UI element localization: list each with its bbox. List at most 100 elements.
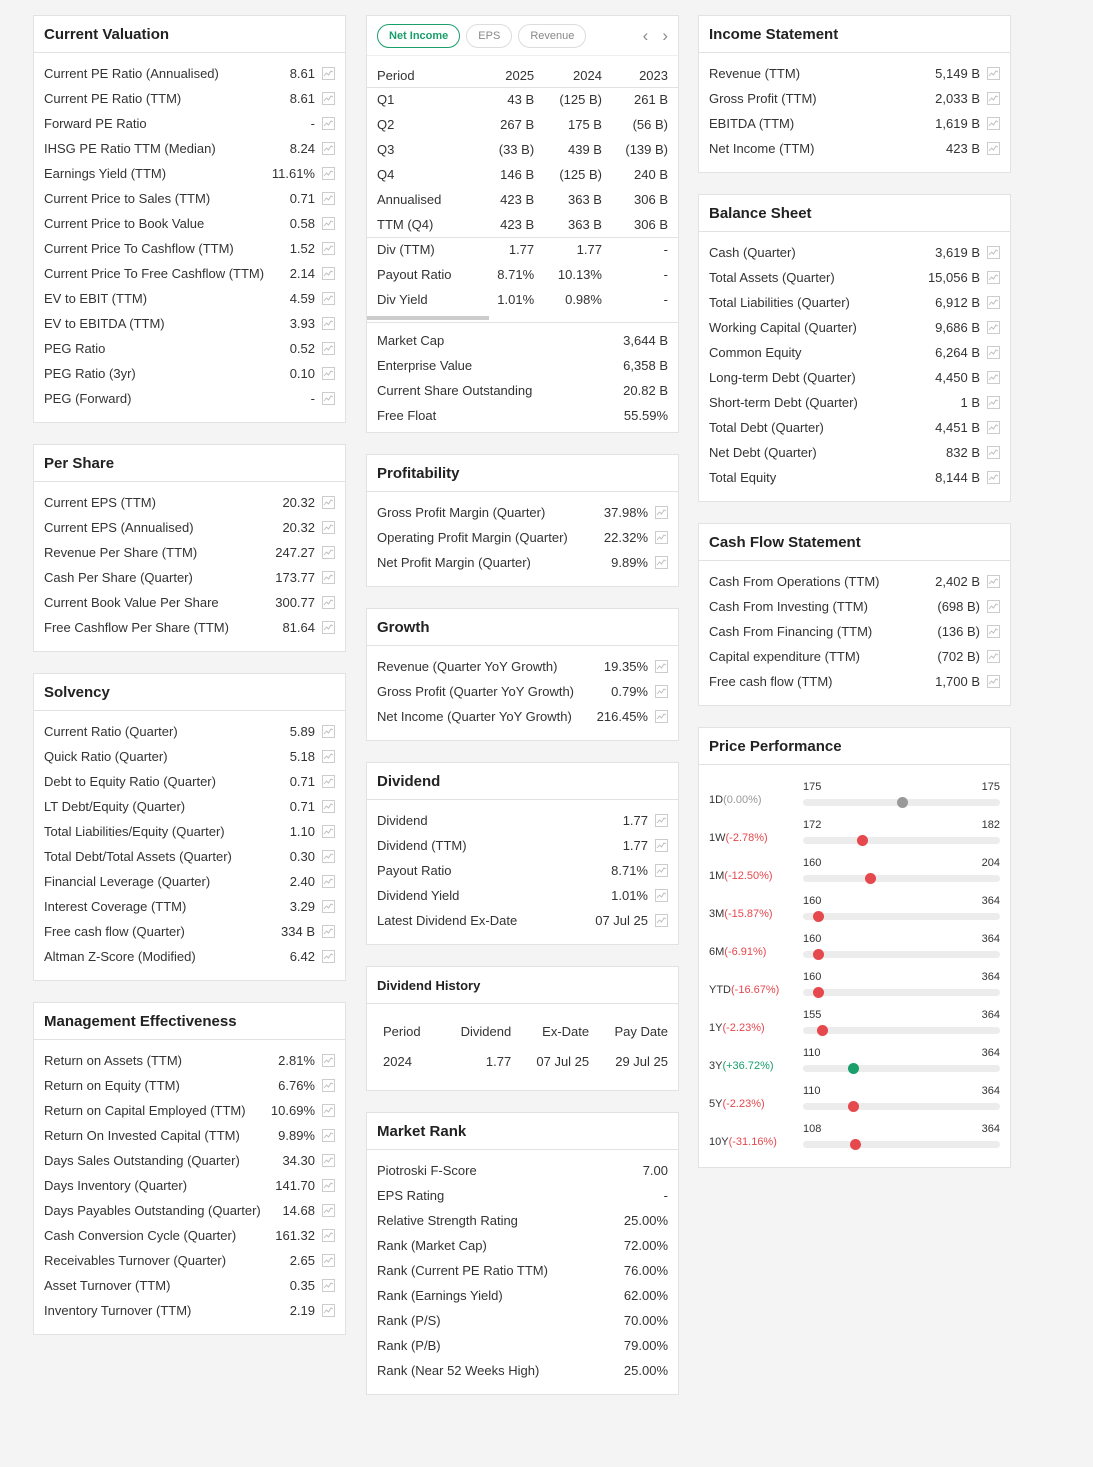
chart-icon[interactable] bbox=[987, 625, 1000, 638]
range-low: 108 bbox=[803, 1123, 822, 1135]
chart-icon[interactable] bbox=[322, 342, 335, 355]
range-track bbox=[803, 1139, 1000, 1150]
chart-icon[interactable] bbox=[322, 117, 335, 130]
metric-label: Net Income (Quarter YoY Growth) bbox=[377, 709, 572, 724]
chart-icon[interactable] bbox=[322, 875, 335, 888]
chart-icon[interactable] bbox=[322, 750, 335, 763]
chart-icon[interactable] bbox=[987, 67, 1000, 80]
chart-icon[interactable] bbox=[322, 292, 335, 305]
chart-icon[interactable] bbox=[987, 575, 1000, 588]
chart-icon[interactable] bbox=[987, 600, 1000, 613]
card-body: Cash From Operations (TTM) 2,402 B Cash Fr… bbox=[699, 561, 1010, 705]
metric-row-total-liabilities-quarter: Total Liabilities (Quarter) 6,912 B bbox=[709, 290, 1000, 315]
tab-eps[interactable]: EPS bbox=[466, 23, 513, 48]
chart-icon[interactable] bbox=[322, 367, 335, 380]
metric-label: Free Cashflow Per Share (TTM) bbox=[44, 620, 229, 635]
chart-icon[interactable] bbox=[987, 371, 1000, 384]
price-range-6m: 6M(-6.91%) 160 364 bbox=[699, 925, 1010, 963]
chart-icon[interactable] bbox=[987, 92, 1000, 105]
chart-icon[interactable] bbox=[322, 800, 335, 813]
card-body: Gross Profit Margin (Quarter) 37.98% Opera… bbox=[367, 492, 678, 586]
chart-icon[interactable] bbox=[655, 710, 668, 723]
chart-icon[interactable] bbox=[322, 850, 335, 863]
range-bar: 110 364 bbox=[803, 1077, 1000, 1115]
chart-icon[interactable] bbox=[322, 1304, 335, 1317]
metric-value: 6,912 B bbox=[935, 295, 980, 310]
chart-icon[interactable] bbox=[322, 1279, 335, 1292]
chart-icon[interactable] bbox=[987, 421, 1000, 434]
chart-icon[interactable] bbox=[322, 1179, 335, 1192]
chart-icon[interactable] bbox=[322, 1054, 335, 1067]
metric-value: 6.42 bbox=[289, 949, 315, 964]
metric-row-dividend-ttm: Dividend (TTM) 1.77 bbox=[377, 833, 668, 858]
tab-revenue[interactable]: Revenue bbox=[518, 23, 587, 48]
chart-icon[interactable] bbox=[987, 117, 1000, 130]
metric-value: 79.00% bbox=[623, 1338, 668, 1353]
metric-tabs: Net Income EPS Revenue ‹ › bbox=[367, 16, 678, 56]
chart-icon[interactable] bbox=[655, 685, 668, 698]
chart-icon[interactable] bbox=[322, 925, 335, 938]
metric-value: 0.52 bbox=[289, 341, 315, 356]
chart-icon[interactable] bbox=[322, 142, 335, 155]
chart-icon[interactable] bbox=[655, 531, 668, 544]
chart-icon[interactable] bbox=[987, 446, 1000, 459]
chart-icon[interactable] bbox=[655, 660, 668, 673]
chart-icon[interactable] bbox=[322, 571, 335, 584]
horizontal-scrollbar[interactable] bbox=[367, 316, 489, 320]
tab-net-income[interactable]: Net Income bbox=[377, 23, 461, 48]
chart-icon[interactable] bbox=[655, 914, 668, 927]
column-header: Ex-Date bbox=[542, 1023, 590, 1039]
chart-icon[interactable] bbox=[322, 1204, 335, 1217]
column-header: Pay Date bbox=[614, 1023, 668, 1039]
chart-icon[interactable] bbox=[322, 217, 335, 230]
chart-icon[interactable] bbox=[322, 825, 335, 838]
chart-icon[interactable] bbox=[655, 889, 668, 902]
chart-icon[interactable] bbox=[322, 521, 335, 534]
chart-icon[interactable] bbox=[322, 317, 335, 330]
chart-icon[interactable] bbox=[987, 246, 1000, 259]
chart-icon[interactable] bbox=[322, 1079, 335, 1092]
chart-icon[interactable] bbox=[322, 900, 335, 913]
chart-icon[interactable] bbox=[322, 242, 335, 255]
chart-icon[interactable] bbox=[322, 167, 335, 180]
chart-icon[interactable] bbox=[987, 321, 1000, 334]
chart-icon[interactable] bbox=[322, 950, 335, 963]
chart-icon[interactable] bbox=[322, 392, 335, 405]
chart-icon[interactable] bbox=[987, 296, 1000, 309]
chart-icon[interactable] bbox=[655, 814, 668, 827]
chart-icon[interactable] bbox=[987, 346, 1000, 359]
chart-icon[interactable] bbox=[655, 556, 668, 569]
chart-icon[interactable] bbox=[987, 271, 1000, 284]
chart-icon[interactable] bbox=[987, 675, 1000, 688]
chevron-left-icon[interactable]: ‹ bbox=[642, 25, 649, 45]
chart-icon[interactable] bbox=[322, 92, 335, 105]
table-cell: 1.01% bbox=[497, 292, 535, 307]
chart-icon[interactable] bbox=[322, 596, 335, 609]
table-cell: Payout Ratio bbox=[377, 267, 452, 282]
chart-icon[interactable] bbox=[322, 546, 335, 559]
chevron-right-icon[interactable]: › bbox=[662, 25, 668, 45]
table-cell: 0.98% bbox=[565, 292, 602, 307]
chart-icon[interactable] bbox=[322, 621, 335, 634]
chart-icon[interactable] bbox=[655, 839, 668, 852]
chart-icon[interactable] bbox=[987, 142, 1000, 155]
chart-icon[interactable] bbox=[322, 1104, 335, 1117]
chart-icon[interactable] bbox=[322, 1229, 335, 1242]
chart-icon[interactable] bbox=[322, 725, 335, 738]
period-label: 5Y(-2.23%) bbox=[709, 1077, 803, 1115]
chart-icon[interactable] bbox=[655, 506, 668, 519]
price-range-1m: 1M(-12.50%) 160 204 bbox=[699, 849, 1010, 887]
chart-icon[interactable] bbox=[987, 396, 1000, 409]
chart-icon[interactable] bbox=[322, 267, 335, 280]
chart-icon[interactable] bbox=[987, 471, 1000, 484]
chart-icon[interactable] bbox=[322, 775, 335, 788]
chart-icon[interactable] bbox=[322, 496, 335, 509]
chart-icon[interactable] bbox=[322, 1154, 335, 1167]
chart-icon[interactable] bbox=[322, 192, 335, 205]
chart-icon[interactable] bbox=[987, 650, 1000, 663]
chart-icon[interactable] bbox=[322, 1254, 335, 1267]
card-cash-flow-statement: Cash Flow Statement Cash From Operations … bbox=[698, 523, 1011, 706]
chart-icon[interactable] bbox=[655, 864, 668, 877]
chart-icon[interactable] bbox=[322, 67, 335, 80]
chart-icon[interactable] bbox=[322, 1129, 335, 1142]
